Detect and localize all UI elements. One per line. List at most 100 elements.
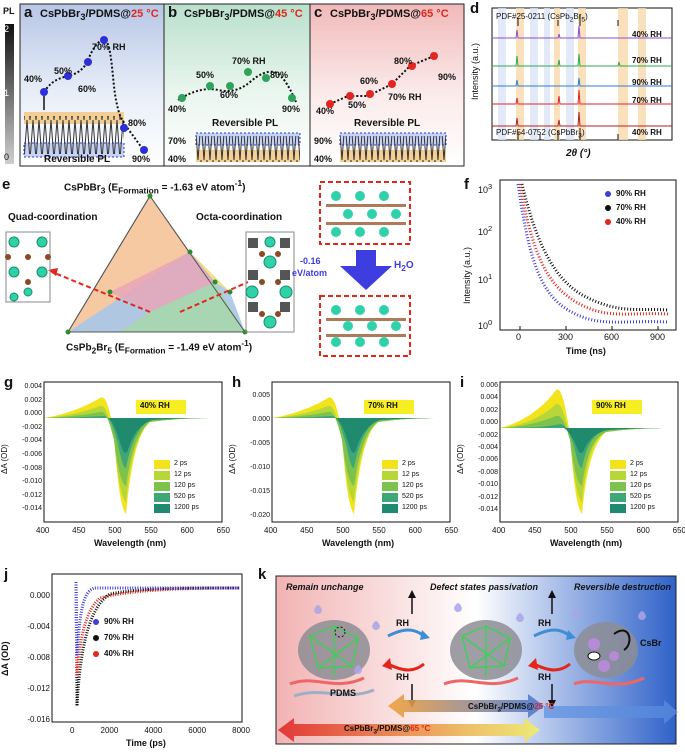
panel-i-svg bbox=[499, 381, 679, 523]
g-legend-12ps: 12 ps bbox=[174, 471, 192, 478]
label-a-50: 50% bbox=[54, 66, 73, 76]
panel-f: f 90% RH 70% RH 40% RH 103 102 101 100 I… bbox=[458, 172, 685, 362]
panel-j-svg bbox=[51, 573, 243, 723]
i-ylabel: ΔA (OD) bbox=[456, 444, 465, 474]
g-xtick: 500 bbox=[108, 526, 122, 535]
point-b-70 bbox=[244, 68, 252, 76]
panel-d-svg bbox=[491, 7, 673, 141]
legend-j-90 bbox=[93, 619, 99, 625]
delta-unit: eV/atom bbox=[292, 268, 328, 278]
i-ytick: 0.002 bbox=[480, 406, 498, 414]
g-ytick: 0.002 bbox=[24, 396, 42, 404]
g-tag-bg bbox=[136, 400, 186, 414]
panel-j-letter: j bbox=[4, 566, 9, 583]
panel-c-left-bot: 40% bbox=[314, 154, 333, 164]
panel-g: g 40% RH 2 ps 12 ps 120 ps 520 ps 1200 p… bbox=[0, 374, 230, 552]
i-ytick: -0.010 bbox=[478, 481, 498, 489]
panel-f-letter: f bbox=[464, 176, 469, 193]
j-xtick: 8000 bbox=[232, 726, 250, 735]
label-b-90: 90% bbox=[282, 104, 301, 114]
panel-h-svg bbox=[271, 381, 451, 523]
panel-a-title: CsPbBr3/PDMS@25 °C bbox=[40, 8, 159, 23]
i-ytick: -0.012 bbox=[478, 493, 498, 501]
point-b-90 bbox=[288, 94, 296, 102]
panel-b-left-bot: 40% bbox=[168, 154, 187, 164]
pl-axis-label: PL bbox=[3, 6, 15, 16]
trace-label-4: 70% RH bbox=[632, 96, 662, 105]
h-tag: 70% RH bbox=[368, 401, 398, 410]
label-b-70: 70% RH bbox=[232, 56, 266, 66]
label-a-60: 60% bbox=[78, 84, 97, 94]
g-ytick: -0.004 bbox=[22, 437, 42, 445]
h-yticks: 0.005 0.000 -0.005 -0.010 -0.015 -0.020 bbox=[236, 384, 270, 528]
i-ytick: 0.000 bbox=[480, 419, 498, 427]
legend-f-40 bbox=[605, 219, 611, 225]
point-c-40 bbox=[326, 100, 334, 108]
panel-d-xlabel: 2θ (°) bbox=[566, 148, 591, 159]
panel-b-title: CsPbBr3/PDMS@45 °C bbox=[184, 8, 303, 23]
pl-axis-bot: 0 bbox=[4, 152, 10, 162]
point-a-40 bbox=[40, 88, 48, 96]
pl-scale-bar bbox=[5, 24, 14, 164]
g-legend-2ps: 2 ps bbox=[174, 460, 188, 467]
point-a-90 bbox=[140, 146, 148, 154]
label-c-70: 70% RH bbox=[388, 92, 422, 102]
pl-axis-top: 2 bbox=[4, 24, 10, 34]
g-xtick: 450 bbox=[72, 526, 86, 535]
i-legend-1200ps: 1200 ps bbox=[630, 504, 655, 511]
k-cluster-3 bbox=[573, 622, 645, 686]
f-xtick-1: 300 bbox=[558, 332, 574, 342]
f-xtick-2: 600 bbox=[604, 332, 620, 342]
panel-b-left-top: 70% bbox=[168, 136, 187, 146]
i-ytick: -0.008 bbox=[478, 468, 498, 476]
delta-energy: -0.16 bbox=[300, 256, 321, 266]
panel-a-points bbox=[40, 36, 148, 154]
i-legend bbox=[610, 460, 626, 513]
label-b-50: 50% bbox=[196, 70, 215, 80]
trace-label-5: 40% RH bbox=[632, 128, 662, 137]
h-legend-1200ps: 1200 ps bbox=[402, 504, 427, 511]
h-xticks: 400 450 500 550 600 650 bbox=[264, 526, 458, 535]
g-ytick: -0.010 bbox=[22, 478, 42, 486]
panel-e-top-formula: CsPbBr3 (EFormation = -1.63 eV atom-1) bbox=[64, 178, 246, 196]
label-a-90: 90% bbox=[132, 154, 151, 164]
panel-i-letter: i bbox=[460, 374, 465, 391]
panel-f-xlabel: Time (ns) bbox=[566, 346, 606, 356]
g-ytick: -0.014 bbox=[22, 505, 42, 513]
k-csbr-label: CsBr bbox=[640, 638, 662, 648]
legend-j-70 bbox=[93, 635, 99, 641]
i-xticks: 400 450 500 550 600 650 bbox=[492, 526, 685, 535]
label-c-60: 60% bbox=[360, 76, 379, 86]
panel-e-svg bbox=[5, 181, 411, 357]
panel-abc: PL 2 1 0 a CsPbBr3/PDMS@25 °C 40% 50% 60… bbox=[0, 0, 468, 170]
label-c-40: 40% bbox=[316, 106, 335, 116]
i-ytick: 0.004 bbox=[480, 394, 498, 402]
h-xtick: 550 bbox=[372, 526, 386, 535]
h-legend-2ps: 2 ps bbox=[402, 460, 416, 467]
panel-b-bottom-label: Reversible PL bbox=[212, 118, 279, 129]
h-legend bbox=[382, 460, 398, 513]
k-arrow-left bbox=[278, 718, 540, 742]
i-ytick: 0.006 bbox=[480, 382, 498, 389]
panel-a-bottom-label: Reversible PL bbox=[44, 154, 111, 165]
h-tag-bg bbox=[364, 400, 414, 414]
k-remain-label: Remain unchange bbox=[286, 582, 364, 592]
f-ytick-3: 103 bbox=[478, 182, 493, 195]
h-ytick: -0.015 bbox=[250, 488, 270, 495]
point-b-50 bbox=[206, 82, 214, 90]
k-arrow-right-label: CsPbBr3/PDMS@25 °C bbox=[468, 702, 555, 714]
i-legend-120ps: 120 ps bbox=[630, 482, 652, 489]
panel-e-letter: e bbox=[2, 176, 11, 193]
k-rh-arrows-2 bbox=[528, 628, 576, 672]
i-tag-bg bbox=[592, 400, 642, 414]
label-a-70: 70% RH bbox=[92, 42, 126, 52]
point-b-80 bbox=[262, 74, 270, 82]
i-xtick: 400 bbox=[492, 526, 506, 535]
panel-k-svg bbox=[275, 575, 678, 745]
k-reversible-label: Reversible destruction bbox=[574, 582, 672, 592]
label-a-80: 80% bbox=[128, 118, 147, 128]
legend-f-40-label: 40% RH bbox=[616, 217, 646, 226]
k-defect-label: Defect states passivation bbox=[430, 582, 539, 592]
g-ytick: 0.000 bbox=[24, 410, 42, 418]
panel-d-pdf-bottom: PDF#54-0752 (CsPbBr3) bbox=[496, 128, 585, 140]
